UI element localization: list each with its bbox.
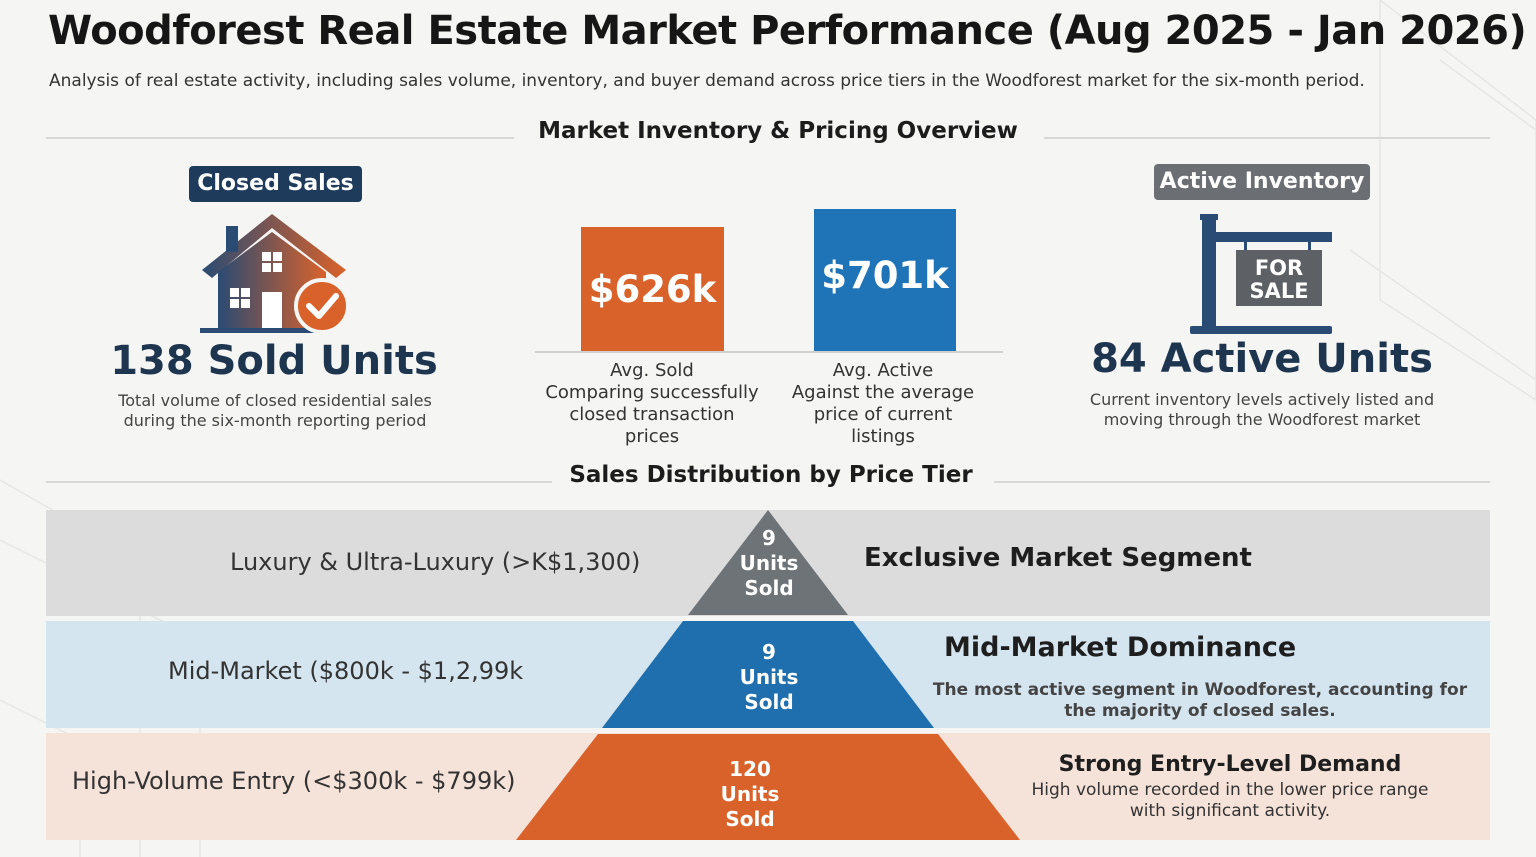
avg-sold-price-bar: $626k — [581, 227, 724, 351]
house-check-icon — [200, 214, 350, 334]
active-inventory-desc-line2: moving through the Woodforest market — [1103, 410, 1421, 429]
tier-units-luxury-count: 9 — [762, 526, 776, 550]
inventory-section-title: Market Inventory & Pricing Overview — [538, 118, 1018, 144]
tier-heading-mid-market: Mid-Market Dominance — [944, 632, 1297, 663]
closed-sales-desc-line1: Total volume of closed residential sales — [118, 391, 432, 410]
tier-label-luxury: Luxury & Ultra-Luxury (>K$1,300) — [230, 548, 641, 576]
tier-units-entry: 120 Units Sold — [700, 757, 800, 832]
tier-units-mid-sold: Sold — [744, 690, 794, 714]
for-sale-sign-icon: FOR SALE — [1190, 214, 1332, 334]
page-subtitle: Analysis of real estate activity, includ… — [49, 71, 1365, 91]
avg-active-caption-line1: Avg. Active — [832, 360, 934, 381]
avg-active-price-bar: $701k — [814, 209, 956, 351]
tier-label-entry: High-Volume Entry (<$300k - $799k) — [72, 767, 516, 795]
tier-description-entry: High volume recorded in the lower price … — [1004, 780, 1456, 822]
active-inventory-badge: Active Inventory — [1154, 164, 1370, 200]
tier-desc-mid-line1: The most active segment in Woodforest, a… — [932, 680, 1468, 700]
tier-units-entry-count: 120 — [729, 757, 771, 781]
pyramid-tier-entry — [516, 734, 1020, 840]
section-divider-left — [46, 137, 514, 139]
tier-desc-entry-line1: High volume recorded in the lower price … — [1031, 780, 1429, 800]
tier-section-title: Sales Distribution by Price Tier — [569, 462, 973, 488]
tier-units-luxury-units: Units — [739, 551, 799, 575]
avg-sold-caption-line4: prices — [624, 426, 680, 447]
tier-divider-right — [994, 481, 1490, 483]
section-divider-right — [1044, 137, 1490, 139]
tier-description-mid-market: The most active segment in Woodforest, a… — [930, 680, 1470, 722]
tier-units-entry-sold: Sold — [725, 807, 775, 831]
tier-units-mid-market: 9 Units Sold — [729, 640, 809, 715]
sign-text-line2: SALE — [1249, 279, 1308, 303]
tier-units-luxury-sold: Sold — [744, 576, 794, 600]
avg-active-caption-line3: price of current — [813, 404, 953, 425]
avg-active-caption-line4: listings — [851, 426, 915, 447]
avg-active-caption-line2: Against the average — [791, 382, 975, 403]
price-baseline — [535, 351, 1003, 353]
tier-heading-luxury: Exclusive Market Segment — [864, 543, 1252, 573]
closed-sales-badge: Closed Sales — [189, 166, 362, 202]
tier-units-entry-units: Units — [720, 782, 780, 806]
avg-sold-caption-line1: Avg. Sold — [610, 360, 694, 381]
tier-label-mid-market: Mid-Market ($800k - $1,2,99k — [168, 657, 524, 685]
closed-sales-stat: 138 Sold Units — [110, 338, 438, 384]
closed-sales-desc-line2: during the six-month reporting period — [123, 411, 427, 430]
active-inventory-desc-line1: Current inventory levels actively listed… — [1089, 390, 1435, 409]
tier-heading-entry: Strong Entry-Level Demand — [1058, 752, 1402, 777]
tier-units-luxury: 9 Units Sold — [729, 526, 809, 601]
tier-desc-entry-line2: with significant activity. — [1129, 801, 1331, 821]
pyramid-tier-mid-market — [602, 621, 934, 728]
closed-sales-description: Total volume of closed residential sales… — [96, 391, 454, 431]
tier-divider-left — [46, 481, 552, 483]
sign-text-line1: FOR — [1255, 256, 1303, 280]
pyramid-tier-luxury — [688, 510, 848, 615]
avg-sold-caption-line2: Comparing successfully — [545, 382, 759, 403]
page-title: Woodforest Real Estate Market Performanc… — [48, 8, 1527, 54]
avg-active-caption: Avg. Active Against the average price of… — [780, 360, 986, 448]
avg-sold-caption: Avg. Sold Comparing successfully closed … — [540, 360, 764, 448]
active-inventory-description: Current inventory levels actively listed… — [1068, 390, 1456, 430]
price-tier-pyramid — [516, 510, 1020, 840]
tier-desc-mid-line2: the majority of closed sales. — [1064, 701, 1336, 721]
avg-sold-caption-line3: closed transaction — [569, 404, 735, 425]
active-inventory-stat: 84 Active Units — [1091, 336, 1433, 382]
tier-units-mid-units: Units — [739, 665, 799, 689]
tier-units-mid-count: 9 — [762, 640, 776, 664]
